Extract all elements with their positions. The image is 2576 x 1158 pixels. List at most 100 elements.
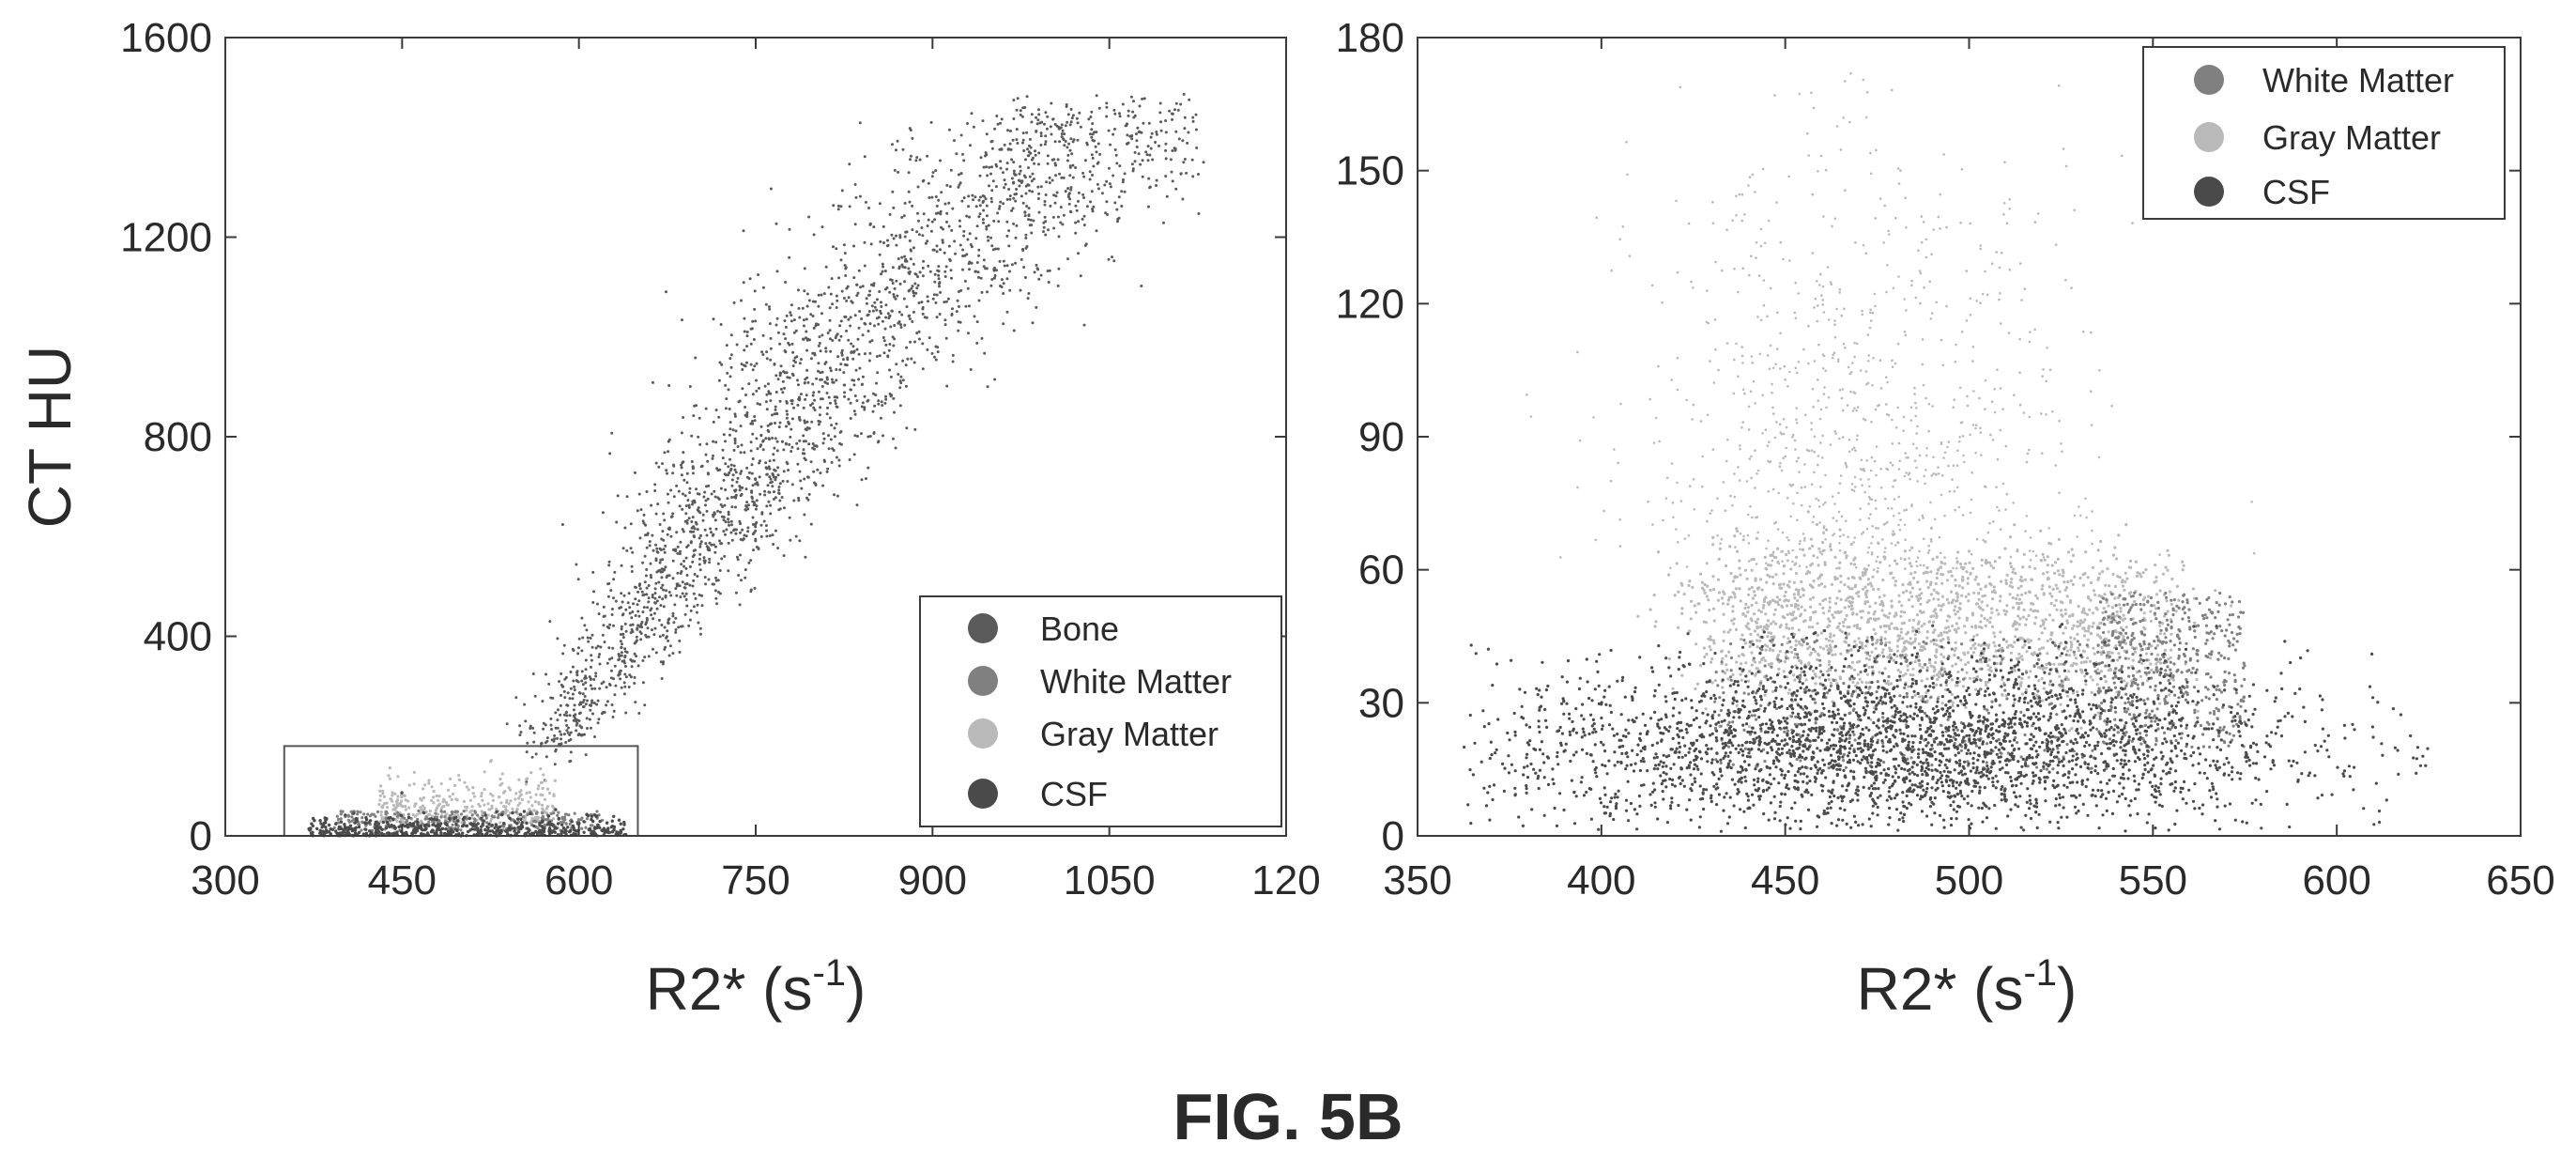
- bone-point: [1056, 284, 1060, 287]
- bone-point: [859, 286, 863, 289]
- gray-matter-point: [2081, 573, 2085, 577]
- bone-point: [544, 755, 548, 759]
- bone-point: [674, 628, 678, 631]
- gray-matter-point: [1823, 585, 1827, 589]
- gray-matter-point: [1766, 573, 1770, 578]
- gray-matter-point: [1758, 660, 1762, 664]
- bone-point: [713, 518, 717, 522]
- bone-point: [1097, 187, 1100, 191]
- bone-point: [893, 168, 897, 172]
- bone-point: [746, 526, 750, 530]
- bone-point: [612, 578, 616, 581]
- bone-point: [1049, 204, 1052, 208]
- gray-matter-point: [2013, 641, 2016, 644]
- white-matter-point: [502, 825, 506, 828]
- bone-point: [790, 372, 794, 376]
- bone-point: [982, 199, 986, 203]
- gray-matter-point: [1711, 588, 1716, 592]
- white-matter-point: [388, 819, 391, 823]
- gray-matter-point: [2005, 604, 2009, 608]
- bone-point: [1169, 158, 1173, 162]
- bone-point: [688, 486, 692, 490]
- bone-point: [996, 247, 1000, 251]
- bone-point: [977, 215, 981, 219]
- bone-point: [845, 299, 849, 302]
- bone-point: [876, 298, 879, 301]
- bone-point: [1155, 178, 1158, 182]
- bone-point: [833, 426, 836, 430]
- gray-matter-point: [1709, 588, 1712, 593]
- bone-point: [1130, 137, 1134, 141]
- bone-point: [776, 473, 780, 477]
- bone-point: [1035, 130, 1038, 133]
- bone-point: [701, 513, 705, 517]
- bone-point: [1021, 131, 1025, 135]
- gray-matter-point: [1837, 566, 1841, 570]
- gray-matter-point: [1720, 596, 1724, 600]
- bone-point: [1023, 210, 1027, 214]
- bone-point: [1133, 150, 1137, 154]
- gray-matter-point: [1966, 577, 1970, 580]
- gray-matter-point: [1986, 618, 1989, 622]
- gray-matter-point: [1937, 604, 1941, 608]
- bone-point: [761, 440, 765, 443]
- bone-point: [864, 322, 867, 326]
- gray-matter-point: [1763, 693, 1767, 697]
- gray-matter-point: [1748, 670, 1752, 673]
- gray-matter-point: [1977, 597, 1981, 601]
- bone-point: [1115, 208, 1119, 211]
- bone-point: [596, 721, 600, 725]
- bone-point: [728, 471, 731, 474]
- bone-point: [1127, 109, 1130, 113]
- bone-point: [913, 427, 917, 431]
- bone-point: [755, 521, 759, 524]
- bone-point: [1089, 200, 1092, 204]
- gray-matter-point: [2016, 586, 2020, 590]
- bone-point: [908, 200, 912, 204]
- bone-point: [863, 394, 866, 398]
- bone-point: [1096, 182, 1099, 186]
- bone-point: [1020, 115, 1024, 118]
- bone-point: [1151, 158, 1155, 162]
- gray-matter-point: [541, 794, 544, 797]
- bone-point: [634, 614, 637, 617]
- gray-matter-point: [2046, 570, 2049, 574]
- bone-point: [856, 291, 860, 295]
- gray-matter-point: [1827, 610, 1831, 613]
- bone-point: [809, 313, 813, 317]
- bone-point: [556, 637, 560, 641]
- gray-matter-point: [529, 771, 533, 775]
- csf-point: [610, 825, 615, 828]
- gray-matter-point: [1830, 648, 1833, 653]
- bone-point: [789, 435, 792, 439]
- bone-point: [743, 533, 746, 537]
- bone-point: [735, 555, 739, 559]
- bone-point: [900, 255, 904, 259]
- bone-point: [882, 351, 886, 355]
- bone-point: [920, 226, 924, 229]
- gray-matter-point: [1769, 647, 1772, 651]
- bone-point: [598, 687, 602, 690]
- bone-point: [909, 129, 912, 132]
- bone-point: [823, 460, 826, 463]
- bone-point: [1070, 116, 1074, 120]
- bone-point: [1033, 162, 1036, 165]
- gray-matter-point: [2149, 662, 2153, 666]
- bone-point: [833, 493, 836, 497]
- gray-matter-point: [1819, 631, 1823, 635]
- bone-point: [902, 214, 906, 218]
- bone-point: [918, 270, 922, 274]
- bone-point: [1045, 127, 1049, 131]
- bone-point: [895, 363, 898, 366]
- bone-point: [951, 353, 955, 357]
- gray-matter-point: [1988, 616, 1992, 620]
- bone-point: [999, 200, 1003, 204]
- bone-point: [671, 548, 675, 551]
- bone-point: [968, 268, 971, 271]
- bone-point: [747, 503, 750, 507]
- gray-matter-point: [1935, 648, 1939, 652]
- bone-point: [560, 737, 562, 741]
- csf-point: [605, 821, 609, 825]
- bone-point: [692, 548, 696, 552]
- bone-point: [688, 618, 692, 622]
